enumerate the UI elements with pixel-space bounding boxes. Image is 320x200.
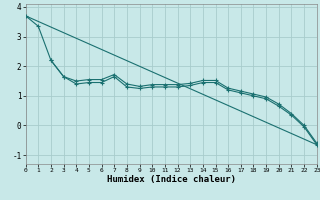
- X-axis label: Humidex (Indice chaleur): Humidex (Indice chaleur): [107, 175, 236, 184]
